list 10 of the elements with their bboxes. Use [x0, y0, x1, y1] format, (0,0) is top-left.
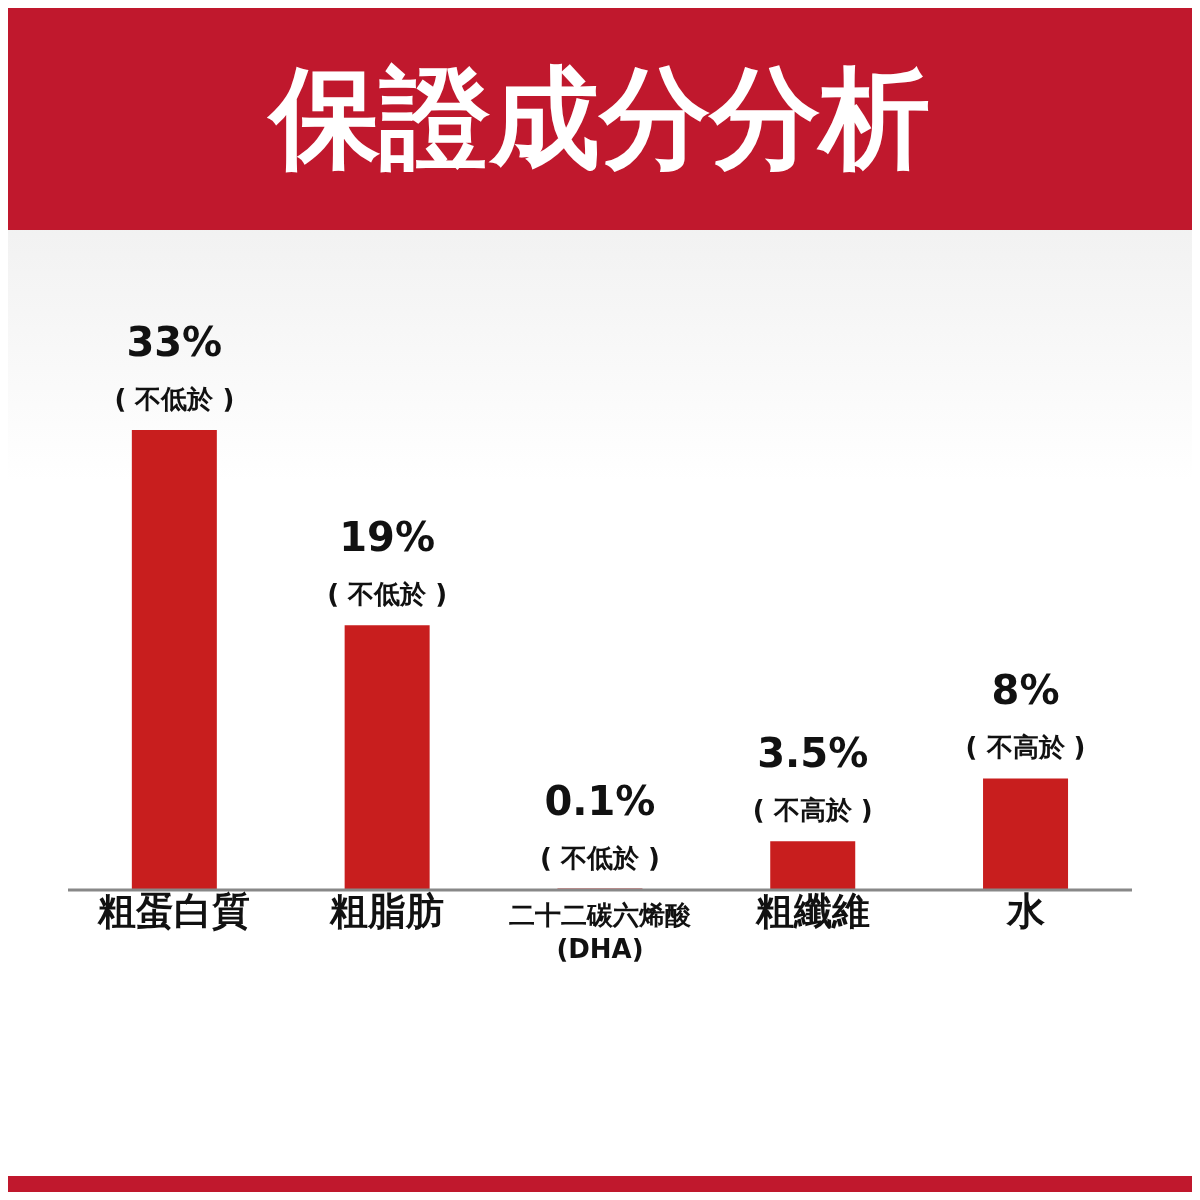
x-tick-label: 粗蛋白質	[97, 889, 251, 933]
data-label: 33% ( 不低於 )	[114, 319, 235, 414]
x-tick-label: 二十二碳六烯酸 (DHA)	[509, 900, 691, 964]
data-label: 0.1% ( 不低於 )	[540, 777, 660, 873]
data-label: 19% ( 不低於 )	[327, 514, 448, 610]
x-tick-label: 粗纖維	[754, 889, 870, 933]
data-label: 8% ( 不高於 )	[965, 667, 1086, 763]
x-tick-label: 粗脂肪	[329, 889, 445, 933]
x-tick-label: 水	[1005, 889, 1045, 933]
data-label: 3.5% ( 不高於 )	[752, 730, 873, 826]
